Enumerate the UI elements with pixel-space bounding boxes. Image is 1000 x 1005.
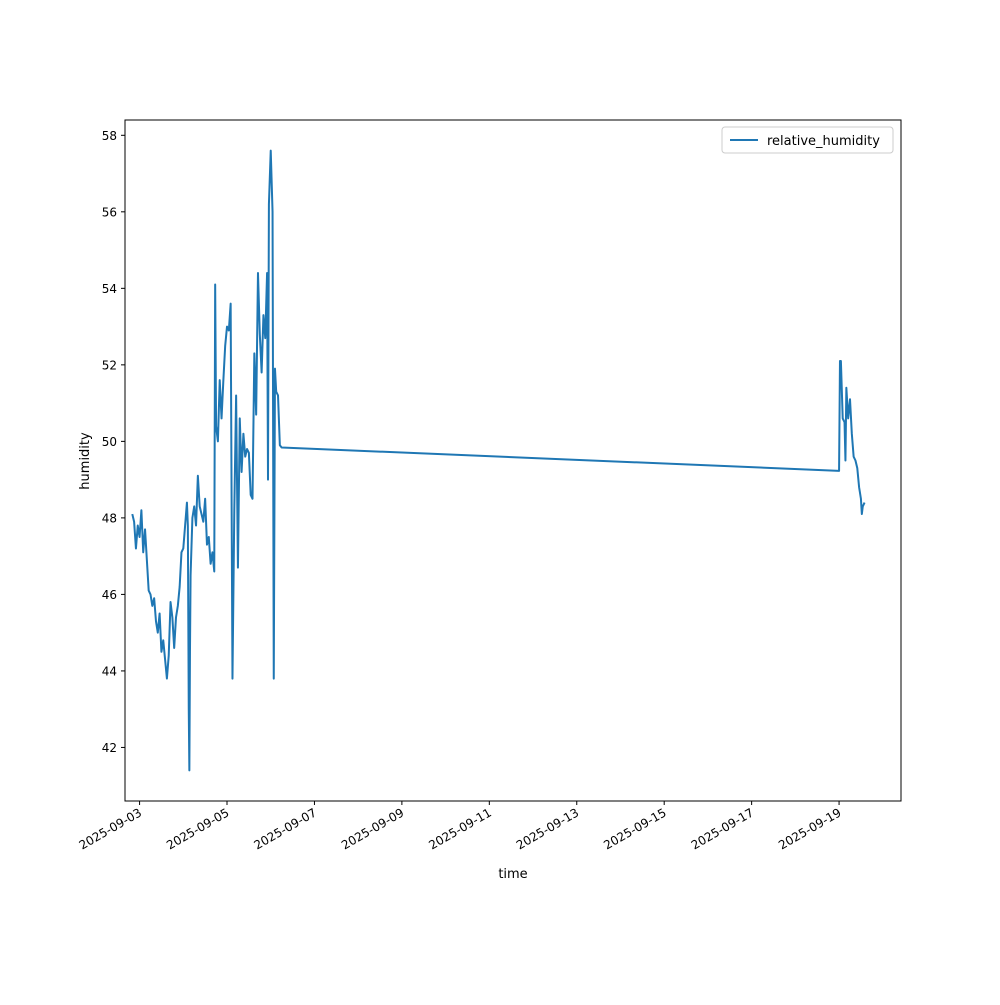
series-line-relative-humidity — [131, 149, 866, 772]
y-tick-label: 56 — [102, 205, 117, 219]
series-layer — [131, 149, 866, 772]
legend: relative_humidity — [721, 126, 894, 154]
y-tick-label: 46 — [102, 588, 117, 602]
x-tick-label: 2025-09-05 — [164, 805, 231, 852]
y-tick-label: 48 — [102, 511, 117, 525]
y-tick-label: 52 — [102, 358, 117, 372]
y-tick-label: 42 — [102, 741, 117, 755]
y-tick-label: 58 — [102, 129, 117, 143]
x-tick-label: 2025-09-03 — [77, 805, 144, 852]
x-tick-label: 2025-09-19 — [776, 805, 843, 852]
x-tick-label: 2025-09-07 — [252, 805, 319, 852]
y-axis-label: humidity — [78, 432, 93, 490]
x-axis-ticks: 2025-09-03 2025-09-05 2025-09-07 2025-09-09… — [77, 801, 844, 852]
x-tick-label: 2025-09-13 — [514, 805, 581, 852]
x-axis-label: time — [498, 867, 527, 882]
x-tick-label: 2025-09-09 — [339, 805, 406, 852]
x-tick-label: 2025-09-11 — [426, 805, 493, 852]
y-axis-ticks: 42 44 46 48 50 52 54 56 58 — [102, 129, 125, 755]
x-tick-label: 2025-09-17 — [689, 805, 756, 852]
x-tick-label: 2025-09-15 — [601, 805, 668, 852]
legend-label: relative_humidity — [767, 134, 880, 149]
y-tick-label: 54 — [102, 282, 117, 296]
legend-frame — [721, 126, 894, 154]
y-tick-label: 50 — [102, 435, 117, 449]
y-tick-label: 44 — [102, 664, 117, 678]
axes-frame — [124, 119, 902, 802]
